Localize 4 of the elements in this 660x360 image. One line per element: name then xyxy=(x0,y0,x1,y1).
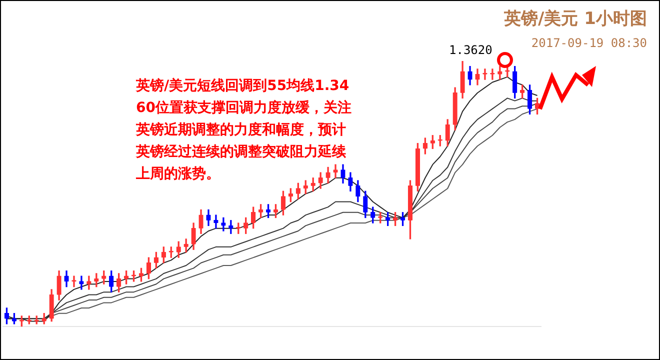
annotation: 英镑/美元短线回调到55均线1.3460位置获支撑回调力度放缓，关注英镑近期调整的力度和幅度，预计英镑经过连续的调整突破阻力延续上周的涨势。 xyxy=(136,76,352,184)
text: 1.3620 xyxy=(449,43,492,57)
text: 2017-09-19 08:30 xyxy=(530,36,647,50)
text: 英镑/美元 1小时图 xyxy=(504,8,647,30)
